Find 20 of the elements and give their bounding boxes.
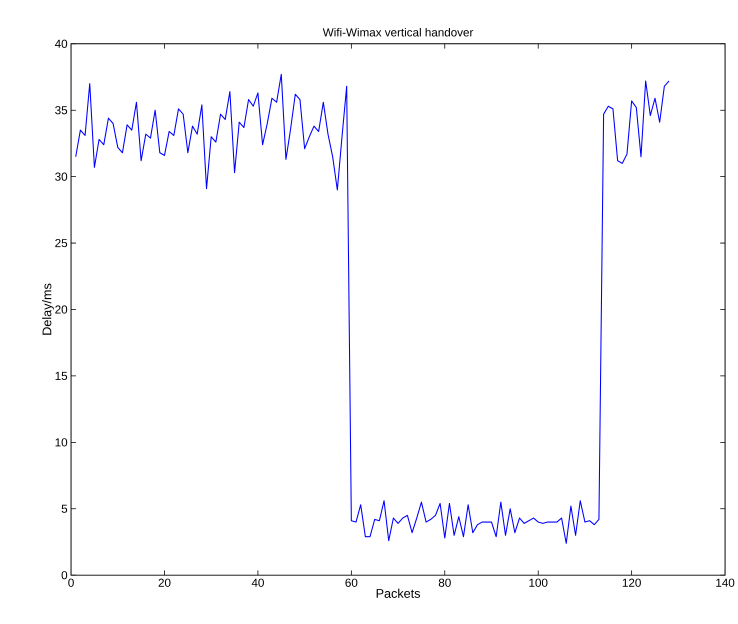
y-tick-label: 10 — [56, 438, 68, 447]
y-tick-label: 0 — [62, 571, 68, 580]
x-tick-label: 60 — [345, 578, 358, 587]
y-tick-label: 5 — [62, 504, 68, 513]
y-axis-title: Delay/ms — [42, 284, 54, 335]
x-tick-label: 20 — [158, 578, 170, 587]
x-tick-label: 40 — [252, 578, 264, 587]
chart-title: Wifi-Wimax vertical handover — [322, 28, 474, 37]
x-tick-label: 0 — [68, 578, 74, 587]
y-tick-label: 25 — [55, 239, 68, 248]
x-tick-label: 80 — [438, 578, 451, 587]
y-tick-label: 20 — [55, 305, 68, 314]
x-axis-title: Packets — [376, 588, 420, 598]
y-tick-label: 35 — [55, 106, 68, 114]
x-tick-label: 140 — [716, 578, 734, 587]
x-tick-label: 100 — [529, 578, 548, 587]
y-tick-label: 30 — [55, 172, 68, 181]
y-tick-label: 15 — [56, 372, 68, 380]
y-tick-label: 40 — [54, 40, 68, 48]
x-tick-label: 120 — [622, 578, 641, 587]
